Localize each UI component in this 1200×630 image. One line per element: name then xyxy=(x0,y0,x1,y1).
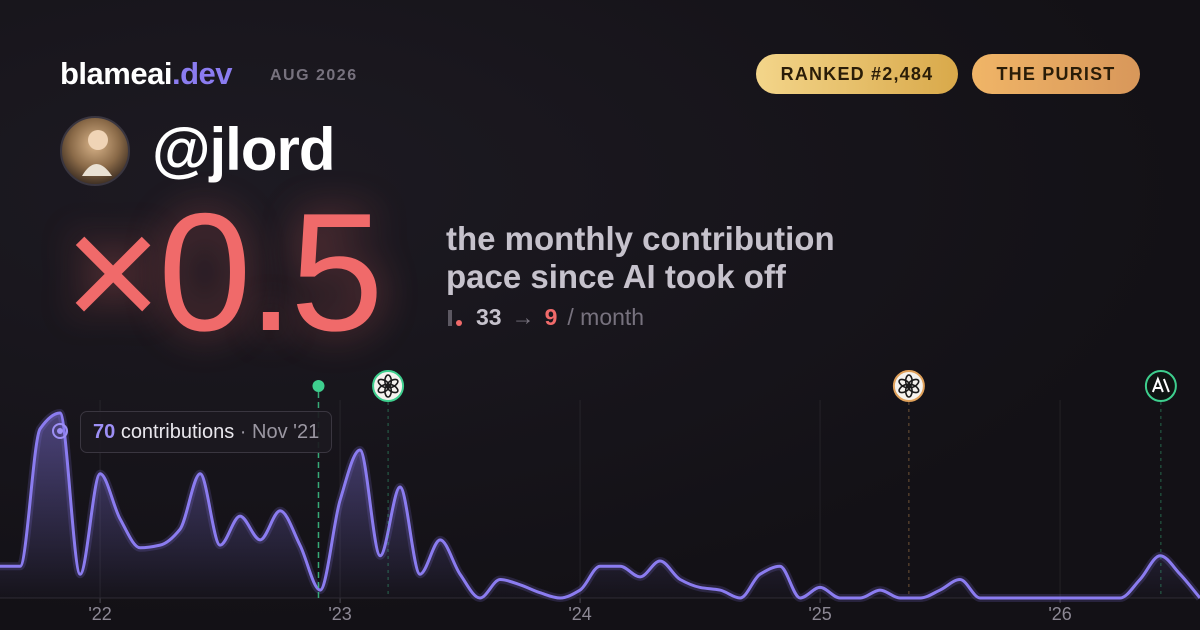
multiplier: ×0.5 xyxy=(64,178,384,366)
event-badge xyxy=(372,370,405,402)
rank-badge: RANKED #2,484 xyxy=(756,54,958,94)
pace-before: 33 xyxy=(476,304,502,330)
avatar xyxy=(60,116,130,186)
pace-arrow: → xyxy=(511,304,535,330)
tooltip-value: 70 xyxy=(93,421,116,443)
event-icon xyxy=(1144,370,1177,402)
tooltip-date: Nov '21 xyxy=(252,421,320,443)
tooltip-separator: · xyxy=(239,421,247,443)
username: @jlord xyxy=(152,116,335,183)
brand-tld: .dev xyxy=(171,56,233,91)
event-badge xyxy=(892,370,925,402)
description-line: pace since AI took off xyxy=(446,258,786,295)
pace: 33 → 9 / month xyxy=(446,304,644,331)
description-line: the monthly contribution xyxy=(446,220,835,257)
x-tick-label: '24 xyxy=(568,604,591,624)
highlight-point xyxy=(52,423,68,439)
event-glyph xyxy=(898,378,911,389)
pace-icon xyxy=(448,309,462,326)
pace-unit: / month xyxy=(567,304,645,330)
x-tick-label: '25 xyxy=(808,604,831,624)
tooltip: 70 contributions · Nov '21 xyxy=(80,411,333,453)
event-dot xyxy=(312,380,325,392)
x-tick-label: '22 xyxy=(88,604,111,624)
period: AUG 2026 xyxy=(270,67,358,84)
persona-badge: THE PURIST xyxy=(972,54,1140,94)
line xyxy=(0,411,1200,600)
event-icon xyxy=(372,370,405,402)
highlight-dot xyxy=(57,428,63,434)
event-glyph xyxy=(1151,376,1170,393)
event-glyph xyxy=(377,378,390,389)
tooltip-unit: contributions xyxy=(120,421,235,443)
pace-after: 9 xyxy=(544,304,558,330)
brand: blameai.dev xyxy=(60,56,232,92)
x-tick-label: '26 xyxy=(1048,604,1071,624)
brand-name: blameai xyxy=(60,56,172,91)
area xyxy=(0,413,1200,598)
x-tick-label: '23 xyxy=(328,604,351,624)
event-icon xyxy=(892,370,925,402)
